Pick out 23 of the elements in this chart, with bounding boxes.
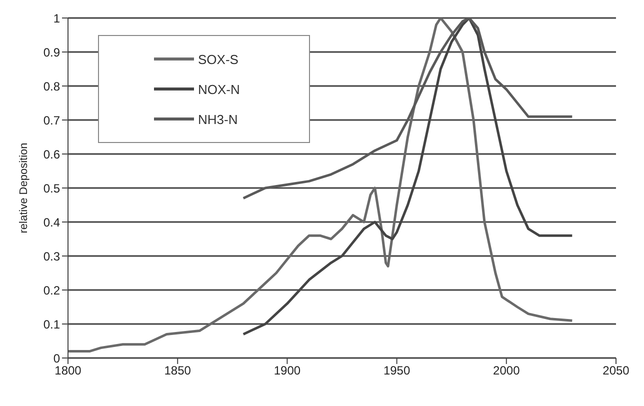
x-tick-label: 1850: [164, 364, 192, 378]
line-series: [68, 18, 574, 352]
y-tick-label: 0.1: [43, 317, 60, 332]
y-tick-label: 0: [53, 351, 60, 366]
y-tick-label: 0.6: [43, 147, 60, 162]
y-tick-label: 0.2: [43, 283, 60, 298]
y-tick-label: 0.4: [43, 215, 60, 230]
legend-label: NOX-N: [198, 82, 240, 96]
y-tick-label: 0.3: [43, 249, 60, 264]
x-tick-label: 2050: [602, 364, 630, 378]
y-tick-label: 0.7: [43, 113, 60, 128]
legend-label: NH3-N: [198, 112, 238, 126]
y-tick-label: 0.5: [43, 181, 60, 196]
x-tick-label: 1950: [383, 364, 410, 378]
x-tick-label: 1900: [274, 364, 301, 378]
line-series: [242, 18, 574, 200]
x-tick-label: 2000: [493, 364, 520, 378]
y-tick-label: 0.9: [43, 45, 60, 60]
y-axis-title: relative Deposition: [18, 142, 30, 234]
legend-label: SOX-S: [198, 52, 238, 66]
y-tick-label: 0.8: [43, 79, 60, 94]
y-tick-label: 1: [53, 11, 60, 26]
x-tick-label: 1800: [54, 364, 82, 378]
